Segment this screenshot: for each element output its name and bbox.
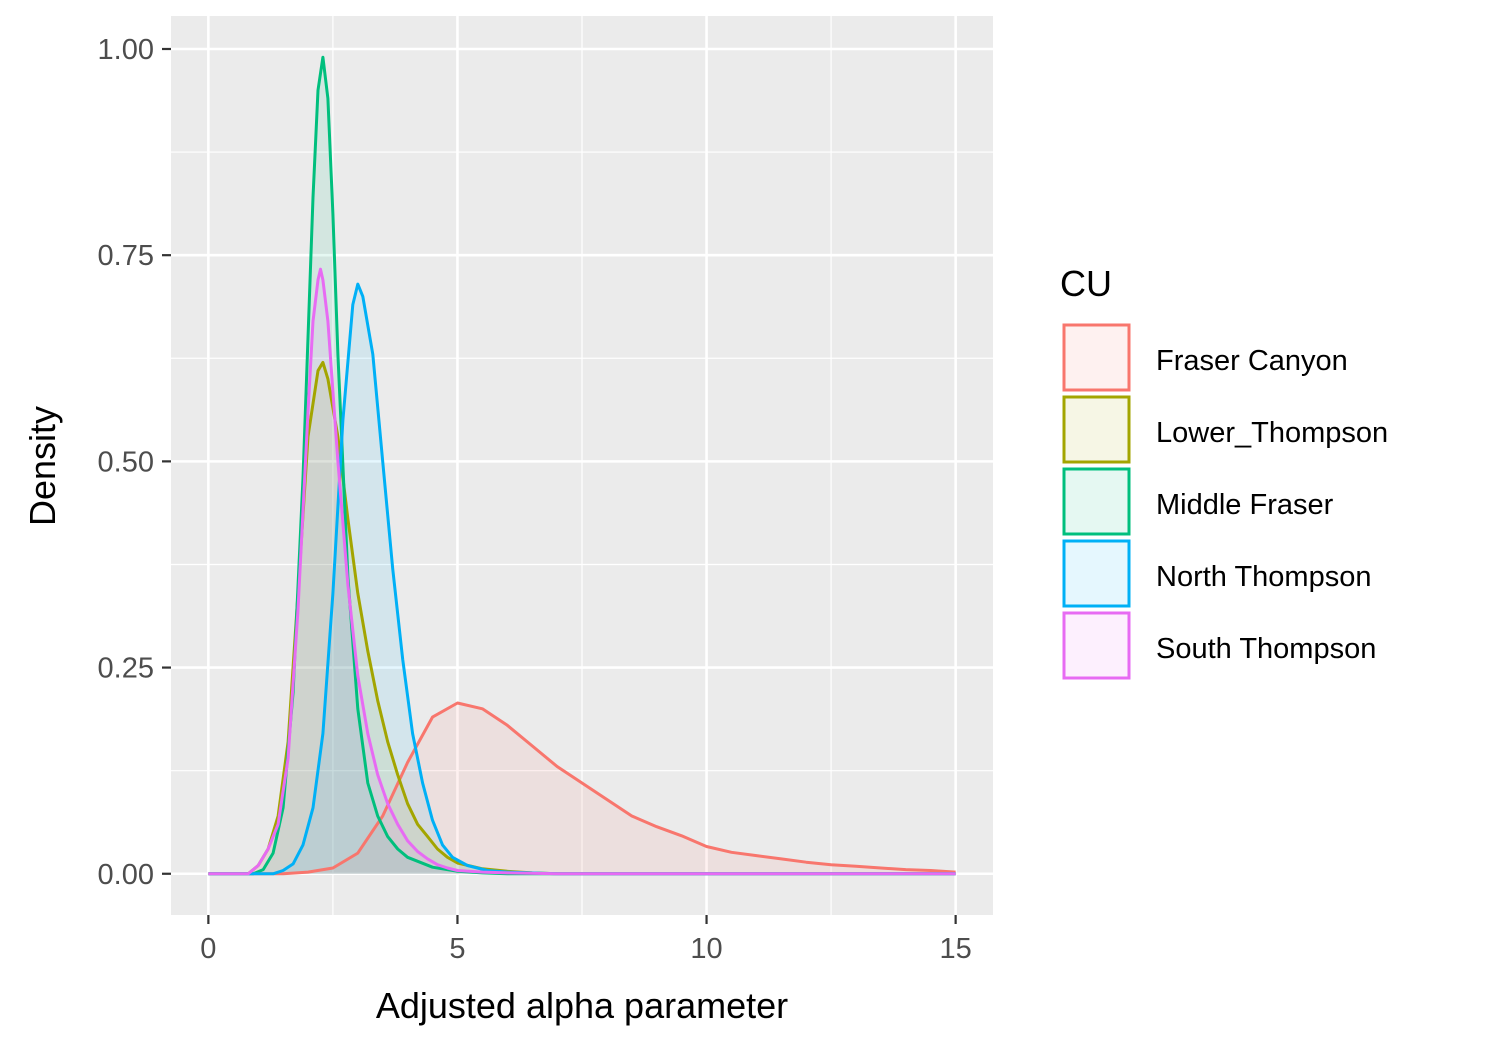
x-tick-label: 5 [449, 933, 465, 965]
x-tick-label: 15 [940, 933, 972, 965]
x-tick-label: 10 [690, 933, 722, 965]
legend: CU Fraser Canyon Lower_Thompson Middle Fra… [1060, 263, 1388, 680]
legend-items: Fraser Canyon Lower_Thompson Middle Fraser… [1062, 323, 1388, 680]
area-fraser-canyon [208, 703, 956, 874]
density-lines [208, 55, 956, 876]
legend-key-south-thompson [1062, 611, 1131, 680]
area-north-thompson [208, 284, 956, 874]
y-axis-title: Density [22, 406, 63, 526]
legend-key-middle-fraser [1062, 467, 1131, 536]
y-axis: 0.00 0.25 0.50 0.75 1.00 [98, 34, 171, 891]
legend-label-south-thompson: South Thompson [1156, 633, 1376, 665]
y-tick-label: 1.00 [98, 34, 154, 66]
legend-key-bg [1064, 325, 1129, 390]
line-south-thompson [208, 267, 956, 876]
legend-label-fraser-canyon: Fraser Canyon [1156, 345, 1348, 377]
grid-major [171, 16, 993, 915]
legend-key-bg [1064, 541, 1129, 606]
y-tick-label: 0.00 [98, 859, 154, 891]
legend-key-fraser-canyon [1062, 323, 1131, 392]
x-axis-title: Adjusted alpha parameter [376, 985, 788, 1026]
grid-minor [171, 16, 993, 915]
legend-label-lower-thompson: Lower_Thompson [1156, 417, 1388, 449]
line-north-thompson [208, 282, 956, 876]
x-tick-label: 0 [200, 933, 216, 965]
legend-key-bg [1064, 397, 1129, 462]
legend-key-bg [1064, 613, 1129, 678]
legend-key-bg [1064, 469, 1129, 534]
legend-label-middle-fraser: Middle Fraser [1156, 489, 1334, 521]
y-tick-label: 0.25 [98, 653, 154, 685]
x-axis: 0 5 10 15 [200, 915, 972, 965]
y-tick-label: 0.50 [98, 446, 154, 478]
legend-key-north-thompson [1062, 539, 1131, 608]
legend-title: CU [1060, 263, 1112, 304]
y-tick-label: 0.75 [98, 240, 154, 272]
area-lower-thompson [208, 362, 956, 874]
line-middle-fraser [208, 55, 956, 876]
legend-key-lower-thompson [1062, 395, 1131, 464]
line-fraser-canyon [208, 701, 956, 876]
legend-label-north-thompson: North Thompson [1156, 561, 1371, 593]
